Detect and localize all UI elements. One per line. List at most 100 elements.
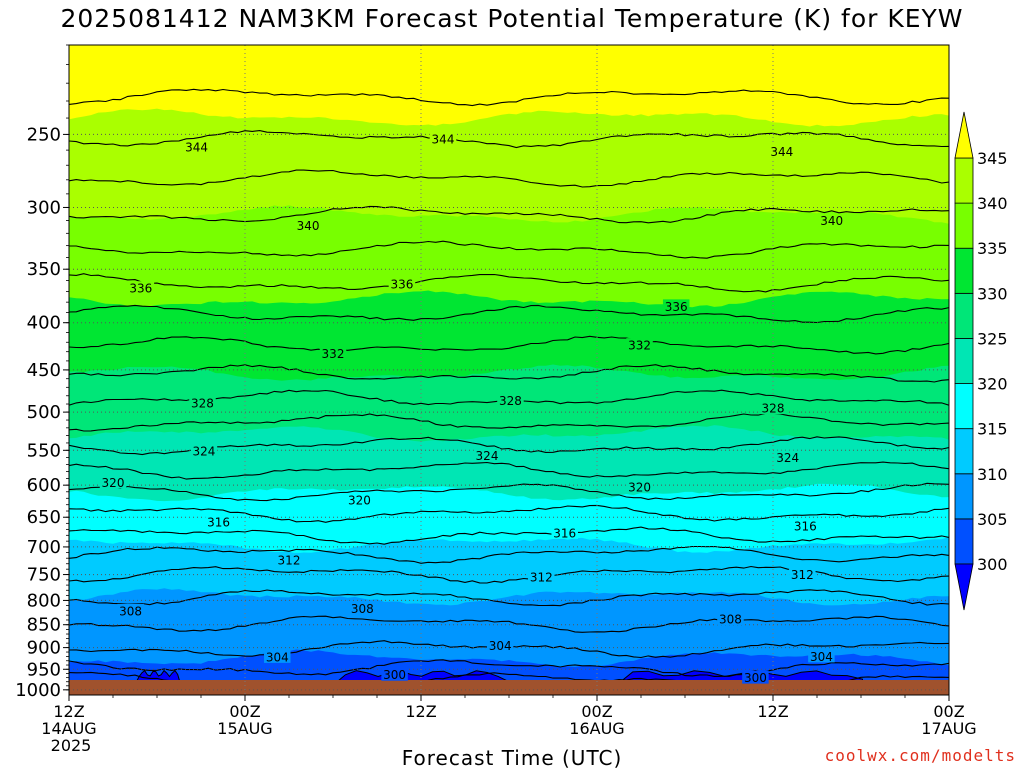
contour-label-bg (99, 475, 127, 489)
x-tick-label: 15AUG (217, 719, 272, 738)
contour-label: 336 (390, 277, 413, 291)
contour-346 (69, 88, 949, 107)
contour-318 (69, 504, 949, 523)
contour-label-bg (117, 603, 144, 617)
colorbar-segment-325 (954, 292, 974, 339)
contour-label-bg (792, 518, 819, 532)
contour-label: 320 (348, 494, 371, 508)
contour-label: 316 (553, 526, 576, 540)
x-tick-label: 12Z (53, 702, 84, 721)
x-tick-label: 16AUG (569, 719, 624, 738)
contour-label-bg (429, 132, 457, 146)
colorbar-segment-330 (954, 247, 974, 294)
colorbar-label: 330 (977, 284, 1008, 303)
y-tick-label: 750 (27, 565, 61, 586)
contour-label: 328 (499, 394, 522, 408)
colorbar-arrow-top (954, 111, 974, 159)
contour-336 (69, 273, 949, 293)
contour-label-bg (551, 525, 578, 539)
contour-label-bg (183, 140, 210, 154)
colorbar-label: 345 (977, 149, 1008, 168)
y-tick-label: 1000 (15, 680, 61, 701)
contour-label: 332 (628, 339, 651, 353)
x-tick-label: 17AUG (921, 719, 976, 738)
contour-label: 320 (102, 476, 125, 490)
contour-label: 316 (207, 516, 230, 530)
y-tick-label: 700 (27, 537, 61, 558)
contour-label: 344 (185, 141, 208, 155)
colorbar: 300 305 310 315 320 325 330 335 340 345 (954, 111, 1008, 611)
y-tick-label: 600 (27, 475, 61, 496)
contour-label-bg (626, 480, 653, 494)
y-tick-label: 300 (27, 197, 61, 218)
contour-label: 328 (191, 397, 214, 411)
contour-342 (69, 169, 949, 188)
x-tick-label: 00Z (581, 702, 612, 721)
y-axis: 2503003504004505005506006507007508008509… (15, 44, 69, 701)
contour-label: 344 (432, 133, 455, 147)
contour-label-bg (759, 401, 787, 415)
contour-label-bg (528, 570, 555, 584)
contour-label-bg (346, 493, 373, 507)
contour-label-bg (319, 346, 347, 360)
contour-label: 324 (476, 449, 499, 463)
ground-strip (69, 680, 949, 695)
contour-label: 308 (719, 613, 742, 627)
contour-label-bg (189, 396, 216, 410)
contour-label-bg (808, 649, 835, 663)
contour-label: 308 (351, 602, 374, 616)
y-tick-label: 500 (27, 402, 61, 423)
contour-label: 300 (744, 671, 767, 685)
x-axis-title: Forecast Time (UTC) (401, 746, 623, 770)
contour-label: 320 (628, 481, 651, 495)
colorbar-segment-340 (954, 157, 974, 204)
colorbar-label: 340 (977, 194, 1008, 213)
contour-label: 324 (776, 451, 799, 465)
contour-label: 312 (278, 553, 301, 567)
y-tick-label: 850 (27, 615, 61, 636)
contour-label: 312 (530, 571, 553, 585)
x-tick-label: 12Z (405, 702, 436, 721)
contour-label: 344 (770, 145, 793, 159)
contour-340 (69, 205, 949, 224)
contour-label-bg (349, 601, 376, 615)
y-tick-label: 250 (27, 124, 61, 145)
credit-link[interactable]: coolwx.com/modelts (824, 746, 1016, 765)
contour-labels: 344 344 344 340 340 336 336 336 332 332 328 328 328 3… (99, 132, 845, 685)
colorbar-label: 310 (977, 465, 1008, 484)
contour-330 (69, 364, 949, 383)
y-tick-label: 800 (27, 590, 61, 611)
colorbar-segment-310 (954, 428, 974, 475)
contour-label: 336 (665, 300, 688, 314)
y-tick-label: 950 (27, 659, 61, 680)
contour-label-bg (381, 667, 408, 681)
contour-label-bg (190, 444, 218, 458)
colorbar-segment-320 (954, 338, 974, 384)
contour-label: 340 (297, 219, 320, 233)
contour-label-bg (275, 552, 303, 566)
contour-310 (69, 589, 949, 607)
contour-label: 324 (192, 445, 215, 459)
x-tick-label: 2025 (51, 736, 92, 755)
colorbar-arrow-bottom (954, 563, 974, 611)
contour-334 (69, 304, 949, 324)
contour-label: 340 (820, 214, 843, 228)
contour-label-bg (774, 450, 801, 464)
contour-314 (69, 545, 949, 564)
y-tick-label: 400 (27, 313, 61, 334)
contour-label-bg (294, 218, 322, 232)
contour-label-bg (818, 213, 845, 227)
contour-label-bg (473, 448, 501, 462)
contour-label: 304 (810, 650, 833, 664)
x-tick-label: 00Z (933, 702, 964, 721)
contour-label-bg (626, 338, 653, 352)
contour-label: 336 (129, 282, 152, 296)
y-tick-label: 450 (27, 360, 61, 381)
contour-label: 328 (762, 402, 785, 416)
contour-label: 312 (791, 568, 814, 582)
contour-label: 300 (383, 668, 406, 682)
contour-label-bg (662, 299, 690, 313)
colorbar-label: 325 (977, 329, 1008, 348)
x-tick-label: 12Z (757, 702, 788, 721)
